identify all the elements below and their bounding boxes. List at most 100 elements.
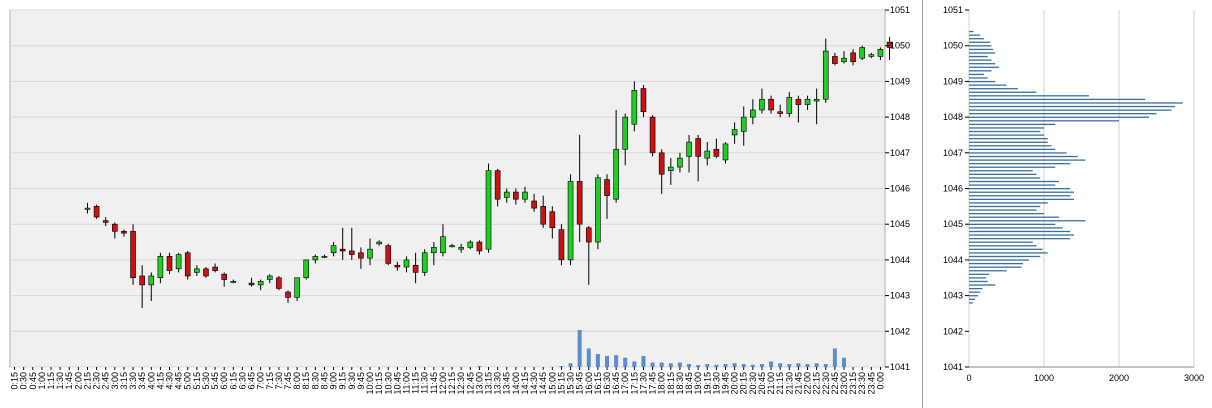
candle-up: [804, 98, 811, 105]
candle-down: [130, 231, 136, 279]
candle-down: [494, 170, 501, 200]
profile-bar: [969, 212, 1044, 215]
profile-bar: [969, 141, 1048, 143]
time-tick-label: 22:45: [830, 372, 840, 395]
time-tick-label: 8:00: [292, 372, 302, 390]
candle-up: [157, 256, 164, 279]
candle-down: [540, 206, 547, 225]
profile-volume-label: 0: [966, 373, 971, 383]
volume-bar: [687, 364, 692, 367]
time-tick-label: 7:45: [283, 372, 293, 390]
profile-bar: [969, 223, 1056, 225]
candle-up: [786, 97, 793, 114]
time-tick-label: 23:45: [866, 372, 876, 395]
profile-bar: [969, 273, 990, 275]
candle-down: [276, 277, 282, 289]
profile-bar: [969, 155, 1078, 158]
profile-price-label: 1042: [943, 326, 963, 336]
candle-up: [257, 281, 264, 286]
candle-up: [613, 148, 619, 200]
time-tick-label: 22:15: [812, 372, 822, 395]
time-tick-label: 18:00: [657, 372, 667, 395]
profile-bar: [969, 105, 1176, 108]
candle-down: [394, 264, 401, 268]
profile-bar: [969, 241, 1033, 243]
profile-bar: [969, 302, 973, 304]
candle-up: [403, 259, 410, 268]
volume-bar: [750, 364, 755, 367]
candle-down: [166, 256, 173, 271]
profile-bar: [969, 255, 1041, 258]
candle-up: [503, 191, 510, 198]
volume-bar: [614, 355, 619, 367]
time-tick-label: 5:00: [183, 372, 193, 390]
profile-bar: [969, 45, 992, 47]
candle-down: [585, 227, 592, 243]
time-tick-label: 6:30: [237, 372, 247, 390]
profile-bar: [969, 188, 1071, 190]
price-tick-label: 1050: [890, 41, 910, 51]
candle-up: [868, 54, 875, 57]
profile-price-label: 1049: [943, 76, 963, 86]
time-tick-label: 3:00: [110, 372, 120, 390]
candle-up: [367, 248, 373, 259]
volume-bar: [632, 361, 637, 367]
profile-bar: [969, 220, 1086, 222]
price-tick-label: 1048: [890, 112, 910, 122]
profile-price-label: 1044: [943, 255, 963, 265]
profile-bar: [969, 41, 990, 43]
candle-up: [303, 259, 310, 279]
candle-down: [640, 88, 647, 113]
profile-bar: [969, 266, 1022, 268]
profile-bar: [969, 252, 1048, 254]
time-tick-label: 7:30: [274, 372, 284, 390]
time-tick-label: 15:15: [556, 372, 566, 395]
time-tick-label: 2:30: [92, 372, 102, 390]
price-gridlines: [10, 9, 885, 368]
candle-up: [449, 245, 455, 248]
time-tick-label: 16:00: [584, 372, 594, 395]
candle-down: [112, 223, 118, 232]
profile-volume-axis: 0 1000 2000 3000: [966, 373, 1204, 383]
time-tick-label: 21:45: [793, 372, 803, 395]
time-tick-label: 10:30: [383, 372, 393, 395]
time-tick-label: 11:15: [411, 372, 421, 394]
profile-bar: [969, 109, 1172, 111]
panel-divider: [922, 0, 923, 408]
candle-down: [102, 220, 109, 223]
volume-bars: [477, 330, 846, 367]
time-tick-label: 22:00: [803, 372, 813, 395]
time-tick-label: 0:15: [10, 372, 20, 390]
profile-bar: [969, 127, 1044, 129]
time-tick-label: 0:45: [28, 372, 38, 390]
candle-down: [558, 229, 565, 261]
profile-bar: [969, 145, 1052, 147]
time-tick-label: 20:15: [739, 372, 749, 395]
profile-bar: [969, 134, 1044, 136]
candle-down: [768, 98, 774, 111]
profile-bar: [969, 205, 1041, 208]
volume-profile-chart: 1041 1042 1043 1044 1045 1046 1047 1048 1049 1050…: [943, 5, 1204, 383]
profile-bar: [969, 259, 1029, 261]
profile-bar: [969, 52, 996, 54]
time-tick-label: 21:30: [784, 372, 794, 395]
candle-down: [248, 282, 255, 286]
candle-up: [677, 157, 683, 168]
profile-bar: [969, 34, 981, 36]
candle-up: [622, 116, 629, 150]
profile-bar: [969, 166, 1056, 168]
candle-up: [704, 150, 711, 159]
time-tick-label: 13:00: [474, 372, 484, 395]
candle-down: [385, 245, 392, 264]
candle-down: [339, 248, 346, 252]
profile-bar: [969, 216, 1059, 218]
time-tick-label: 13:45: [502, 372, 512, 395]
time-tick-label: 11:00: [401, 372, 411, 394]
time-tick-label: 14:30: [529, 372, 539, 395]
volume-bar: [705, 364, 710, 367]
profile-price-label: 1047: [943, 148, 963, 158]
candle-down: [649, 116, 656, 154]
profile-bar: [969, 48, 993, 51]
candle-down: [713, 148, 720, 157]
candle-up: [294, 277, 300, 298]
